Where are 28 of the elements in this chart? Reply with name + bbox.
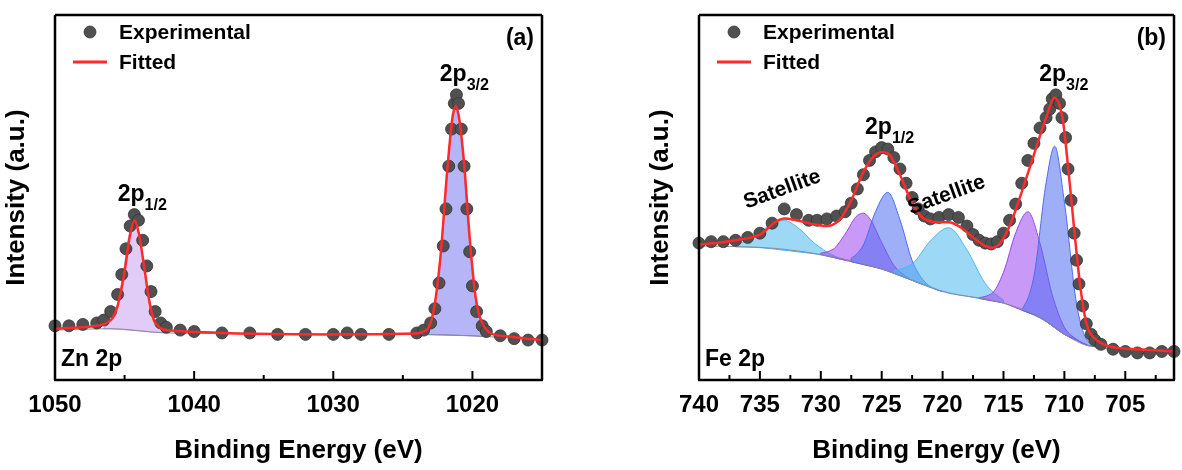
text: (a) [505, 24, 534, 50]
x-axis-title: Binding Energy (eV) [174, 434, 423, 464]
legend-label: Fitted [119, 50, 177, 73]
x-tick-label: 1040 [167, 390, 221, 417]
x-tick-label: 1020 [445, 390, 500, 417]
x-tick-label: 720 [922, 390, 963, 417]
x-tick-label: 715 [983, 390, 1024, 417]
y-axis-title: Intensity (a.u.) [644, 109, 674, 286]
annotation: 2p$_{3/2}$ [1039, 59, 1089, 93]
x-tick-label: 1030 [306, 390, 360, 417]
legend-label: Experimental [119, 20, 251, 43]
x-tick-label: 1050 [28, 390, 82, 417]
x-tick-label: 725 [861, 390, 902, 417]
y-axis-title: Intensity (a.u.) [0, 109, 30, 286]
legend-label: Experimental [763, 20, 895, 43]
annotation: Fe 2p [705, 345, 766, 371]
x-tick-label: 705 [1105, 390, 1146, 417]
x-tick-label: 740 [678, 390, 720, 417]
x-tick-label: 730 [800, 390, 841, 417]
text: (b) [1136, 24, 1166, 50]
annotation: 2p$_{1/2}$ [117, 179, 167, 213]
x-tick-label: 735 [739, 390, 780, 417]
annotation: 2p$_{1/2}$ [865, 112, 915, 146]
x-axis-title: Binding Energy (eV) [812, 434, 1061, 464]
annotation: 2p$_{3/2}$ [439, 59, 490, 93]
annotation: Zn 2p [61, 345, 123, 371]
legend-label: Fitted [763, 50, 821, 73]
x-tick-label: 710 [1044, 390, 1085, 417]
